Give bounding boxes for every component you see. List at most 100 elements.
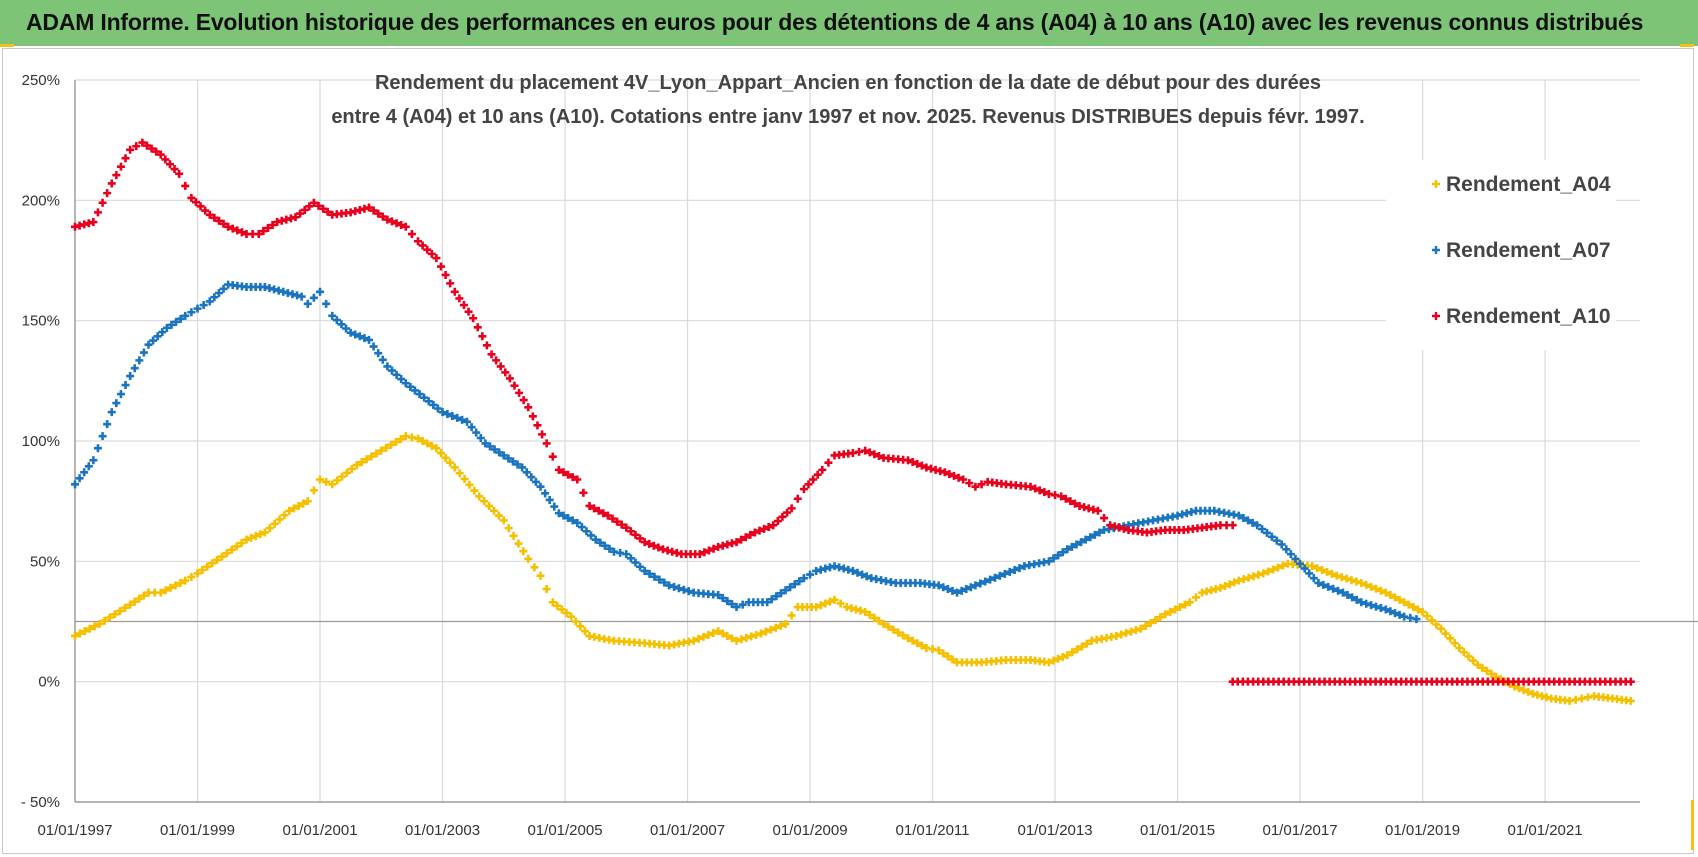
data-point xyxy=(1077,642,1086,651)
data-point xyxy=(232,542,241,551)
data-point xyxy=(1049,656,1058,665)
data-point xyxy=(210,293,219,302)
data-point xyxy=(778,512,787,521)
data-point xyxy=(732,603,741,612)
data-point xyxy=(608,514,617,523)
data-point xyxy=(191,198,200,207)
data-point xyxy=(862,572,871,581)
data-point xyxy=(1044,658,1053,667)
data-point xyxy=(884,622,893,631)
data-point xyxy=(294,501,303,510)
legend-box xyxy=(1386,160,1616,350)
data-point xyxy=(485,501,494,510)
data-point xyxy=(181,576,190,585)
data-point xyxy=(582,527,591,536)
data-point xyxy=(465,480,474,489)
data-point xyxy=(433,404,442,413)
data-point xyxy=(737,535,746,544)
data-point xyxy=(889,625,898,634)
data-point xyxy=(328,311,337,320)
corner-mark-top-left xyxy=(0,44,14,47)
data-point xyxy=(836,599,845,608)
data-point xyxy=(110,610,119,619)
data-point xyxy=(458,415,467,424)
data-point xyxy=(90,622,99,631)
data-point xyxy=(727,634,736,643)
data-point xyxy=(776,621,785,630)
data-point xyxy=(1073,645,1082,654)
data-point xyxy=(397,375,406,384)
data-point xyxy=(414,237,423,246)
data-point xyxy=(679,585,688,594)
data-point xyxy=(981,577,990,586)
data-point xyxy=(80,468,89,477)
data-point xyxy=(441,453,450,462)
data-point xyxy=(781,619,790,628)
data-point xyxy=(1390,609,1399,618)
data-point xyxy=(913,459,922,468)
data-point xyxy=(1093,506,1102,515)
data-point xyxy=(636,534,645,543)
data-point xyxy=(280,511,289,520)
data-point xyxy=(467,423,476,432)
data-point xyxy=(1249,572,1258,581)
data-point xyxy=(760,524,769,533)
data-point xyxy=(316,287,325,296)
x-tick-label: 01/01/2005 xyxy=(527,822,602,839)
data-point xyxy=(138,138,147,147)
data-point xyxy=(1146,618,1155,627)
data-point xyxy=(600,541,609,550)
data-point xyxy=(365,203,374,212)
data-point xyxy=(126,372,135,381)
data-point xyxy=(121,603,130,612)
data-point xyxy=(1234,576,1243,585)
data-point xyxy=(870,450,879,459)
data-point xyxy=(406,382,415,391)
data-point xyxy=(509,531,518,540)
data-point xyxy=(899,631,908,640)
data-point xyxy=(1063,651,1072,660)
data-point xyxy=(945,470,954,479)
y-tick-label: 250% xyxy=(22,72,60,89)
data-point xyxy=(957,586,966,595)
data-point xyxy=(591,535,600,544)
data-point xyxy=(181,181,190,190)
data-point xyxy=(1112,631,1121,640)
data-point xyxy=(700,548,709,557)
data-point xyxy=(518,463,527,472)
data-point xyxy=(1057,492,1066,501)
data-point xyxy=(626,554,635,563)
data-point xyxy=(203,562,212,571)
y-tick-label: 200% xyxy=(22,192,60,209)
data-point xyxy=(401,222,410,231)
y-tick-label: 50% xyxy=(30,553,60,570)
data-point xyxy=(1272,536,1281,545)
data-point xyxy=(587,531,596,540)
data-point xyxy=(489,506,498,515)
data-point xyxy=(1286,550,1295,559)
data-point xyxy=(1070,499,1079,508)
data-point xyxy=(1347,576,1356,585)
data-point xyxy=(297,292,306,301)
data-point xyxy=(464,307,473,316)
data-point xyxy=(536,482,545,491)
data-point xyxy=(1409,603,1418,612)
data-point xyxy=(397,221,406,230)
x-tick-label: 01/01/1997 xyxy=(37,822,112,839)
data-point xyxy=(1264,567,1273,576)
data-point xyxy=(1626,696,1635,705)
data-point xyxy=(166,583,175,592)
data-point xyxy=(934,581,943,590)
data-point xyxy=(121,381,130,390)
data-point xyxy=(1259,569,1268,578)
data-point xyxy=(1066,497,1075,506)
x-tick-label: 01/01/2013 xyxy=(1018,822,1093,839)
data-point xyxy=(1413,605,1422,614)
data-point xyxy=(527,473,536,482)
data-point xyxy=(199,301,208,310)
data-point xyxy=(528,412,537,421)
data-point xyxy=(414,434,423,443)
data-point xyxy=(917,641,926,650)
data-point xyxy=(568,473,577,482)
data-point xyxy=(1267,532,1276,541)
